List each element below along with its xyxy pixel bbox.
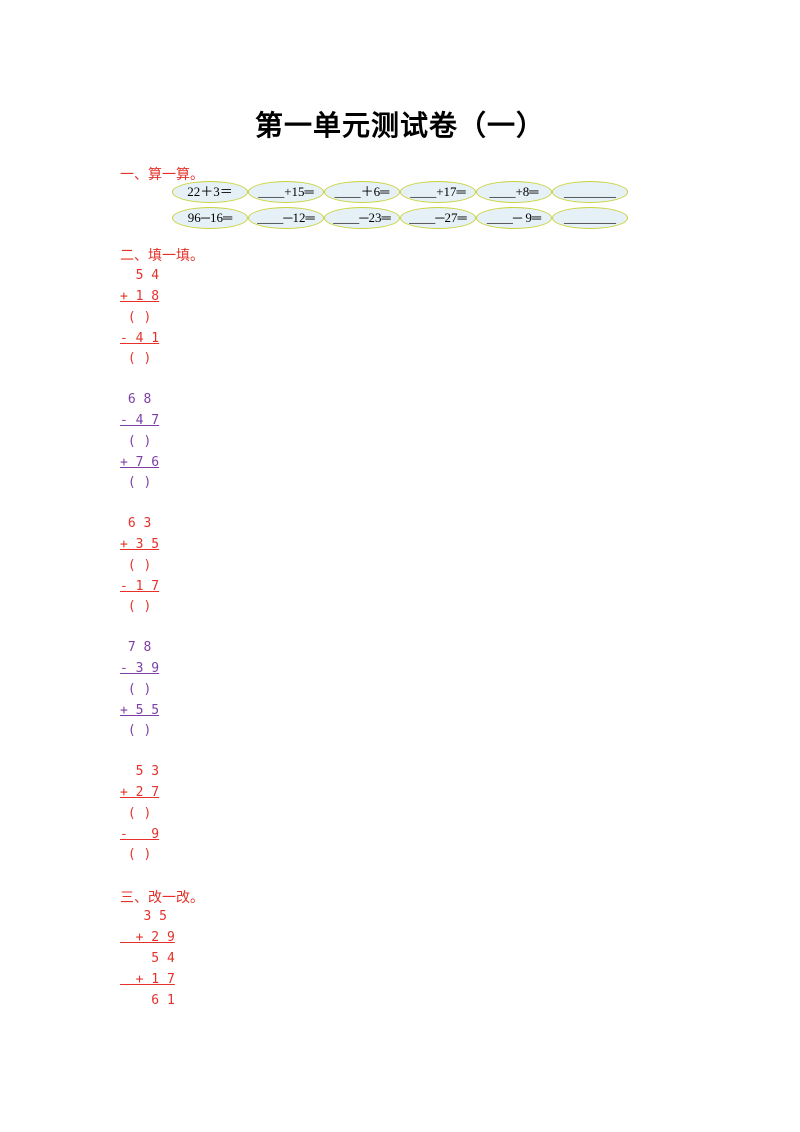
answer-blank: ( ) (120, 475, 152, 490)
problem-line: + 5 5 (120, 703, 160, 718)
correction-line: + 1 7 (120, 972, 175, 987)
answer-blank: ( ) (120, 351, 152, 366)
section-heading-calculate: 一、算一算。 (120, 167, 204, 183)
page-title: 第一单元测试卷（一） (254, 109, 545, 142)
problem-line: - 9 (120, 827, 160, 842)
problem-line: 6 8 (120, 392, 152, 407)
problem-line: + 2 7 (120, 785, 160, 800)
calc-bubble: ____─ 9═ (476, 207, 552, 229)
answer-blank: ( ) (120, 682, 152, 697)
problem-line: + 3 5 (120, 537, 160, 552)
calc-bubble: ________ (552, 207, 628, 229)
calc-bubble: ____+15═ (248, 181, 324, 203)
calc-bubble: ____+17═ (400, 181, 476, 203)
answer-blank: ( ) (120, 434, 152, 449)
answer-blank: ( ) (120, 599, 152, 614)
correction-line: + 2 9 (120, 930, 175, 945)
problem-line: - 4 1 (120, 331, 160, 346)
calc-bubble: 22＋3＝ (172, 181, 248, 203)
answer-blank: ( ) (120, 310, 152, 325)
correction-line: 3 5 (120, 909, 167, 924)
calc-bubble: 96─16═ (172, 207, 248, 229)
calc-bubble: ____─23═ (324, 207, 400, 229)
problem-line: + 7 6 (120, 455, 160, 470)
section-heading-correct: 三、改一改。 (120, 890, 204, 906)
problem-line: + 1 8 (120, 289, 160, 304)
answer-blank: ( ) (120, 558, 152, 573)
problem-line: - 1 7 (120, 579, 160, 594)
answer-blank: ( ) (120, 847, 152, 862)
section-heading-fill: 二、填一填。 (120, 248, 204, 264)
correction-line: 5 4 (120, 951, 175, 966)
problem-line: 5 3 (120, 764, 160, 779)
calc-bubble: ____＋6═ (324, 181, 400, 203)
correction-line: 6 1 (120, 993, 175, 1008)
problem-line: 5 4 (120, 268, 160, 283)
calc-bubble: ____+8═ (476, 181, 552, 203)
problem-line: - 3 9 (120, 661, 160, 676)
calc-bubble: ____─27═ (400, 207, 476, 229)
calc-bubble: ____─12═ (248, 207, 324, 229)
problem-line: 7 8 (120, 640, 152, 655)
problem-line: 6 3 (120, 516, 152, 531)
problem-line: - 4 7 (120, 413, 160, 428)
calc-bubble: ________ (552, 181, 628, 203)
answer-blank: ( ) (120, 723, 152, 738)
answer-blank: ( ) (120, 806, 152, 821)
